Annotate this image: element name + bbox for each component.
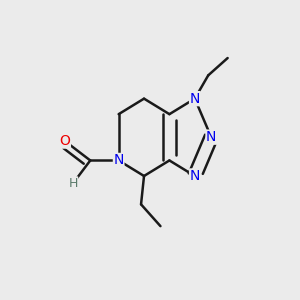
Text: N: N — [113, 154, 124, 167]
Text: N: N — [190, 169, 200, 183]
Text: H: H — [68, 177, 78, 190]
Text: O: O — [59, 134, 70, 148]
Text: N: N — [206, 130, 216, 144]
Text: N: N — [190, 92, 200, 106]
